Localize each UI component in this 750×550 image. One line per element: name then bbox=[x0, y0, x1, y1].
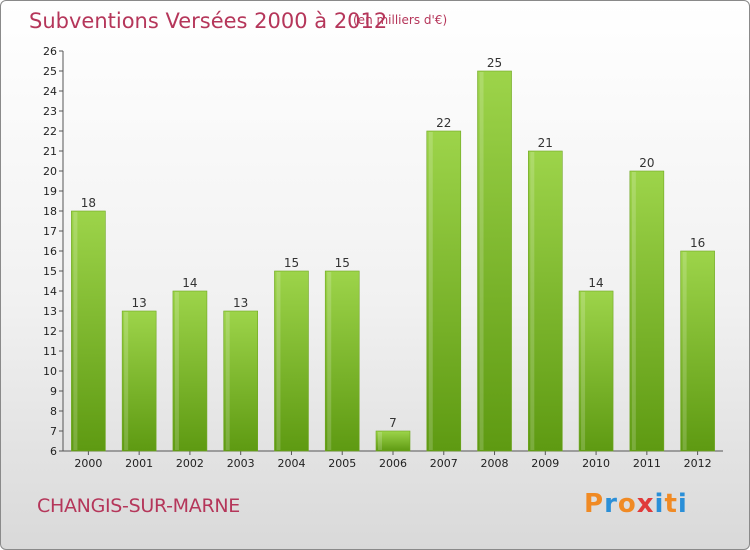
data-label: 13 bbox=[132, 296, 147, 310]
bar-highlight-2003 bbox=[225, 312, 230, 450]
bar-2006 bbox=[375, 430, 411, 452]
x-tick-label: 2011 bbox=[633, 457, 661, 470]
bar-highlight-2007 bbox=[428, 132, 433, 450]
data-label: 16 bbox=[690, 236, 705, 250]
y-tick-label: 11 bbox=[43, 345, 57, 358]
data-label: 18 bbox=[81, 196, 96, 210]
x-tick-label: 2003 bbox=[227, 457, 255, 470]
bar-2002 bbox=[172, 290, 208, 452]
bar-highlight-2004 bbox=[276, 272, 281, 450]
y-tick-label: 6 bbox=[50, 445, 57, 458]
x-tick-label: 2009 bbox=[531, 457, 559, 470]
y-tick-label: 13 bbox=[43, 305, 57, 318]
x-tick-label: 2012 bbox=[684, 457, 712, 470]
bar-2001 bbox=[121, 310, 157, 452]
logo-letter: x bbox=[636, 489, 655, 519]
y-tick-label: 21 bbox=[43, 145, 57, 158]
data-label: 15 bbox=[284, 256, 299, 270]
logo-letter: o bbox=[617, 489, 637, 519]
logo-letter: r bbox=[604, 489, 618, 519]
data-label: 13 bbox=[233, 296, 248, 310]
data-label: 15 bbox=[335, 256, 350, 270]
y-tick-label: 24 bbox=[43, 85, 57, 98]
y-tick-label: 10 bbox=[43, 365, 57, 378]
bar-2003 bbox=[223, 310, 258, 452]
bar-highlight-2006 bbox=[378, 432, 382, 450]
bar-2008 bbox=[477, 70, 512, 452]
bar-2005 bbox=[324, 270, 360, 452]
bar-highlight-2009 bbox=[530, 152, 535, 450]
logo-letter: i bbox=[654, 489, 665, 519]
x-tick-label: 2002 bbox=[176, 457, 204, 470]
bar-highlight-2001 bbox=[124, 312, 129, 450]
y-tick-label: 12 bbox=[43, 325, 57, 338]
data-label: 14 bbox=[588, 276, 603, 290]
logo-letter: t bbox=[664, 489, 678, 519]
bar-highlight-2005 bbox=[327, 272, 332, 450]
y-tick-label: 26 bbox=[43, 45, 57, 58]
y-tick-label: 25 bbox=[43, 65, 57, 78]
x-tick-label: 2006 bbox=[379, 457, 407, 470]
bar-2007 bbox=[426, 130, 462, 452]
y-tick-label: 17 bbox=[43, 225, 57, 238]
x-tick-label: 2001 bbox=[125, 457, 153, 470]
commune-name: CHANGIS-SUR-MARNE bbox=[37, 495, 240, 517]
bar-2011 bbox=[629, 170, 665, 452]
bar-highlight-2000 bbox=[73, 212, 78, 450]
y-tick-label: 23 bbox=[43, 105, 57, 118]
bar-2010 bbox=[578, 290, 614, 452]
bar-2004 bbox=[274, 270, 309, 452]
x-tick-label: 2005 bbox=[328, 457, 356, 470]
x-tick-label: 2000 bbox=[74, 457, 102, 470]
bar-2009 bbox=[528, 150, 563, 452]
x-tick-label: 2007 bbox=[430, 457, 458, 470]
y-tick-label: 20 bbox=[43, 165, 57, 178]
chart-title: Subventions Versées 2000 à 2012 bbox=[29, 9, 388, 33]
bar-highlight-2002 bbox=[174, 292, 179, 450]
y-tick-label: 22 bbox=[43, 125, 57, 138]
data-label: 14 bbox=[182, 276, 197, 290]
logo-letter: i bbox=[677, 489, 688, 519]
x-tick-label: 2004 bbox=[277, 457, 305, 470]
bar-2000 bbox=[71, 210, 106, 452]
y-tick-label: 16 bbox=[43, 245, 57, 258]
y-tick-label: 19 bbox=[43, 185, 57, 198]
y-tick-label: 14 bbox=[43, 285, 57, 298]
bar-2012 bbox=[680, 250, 715, 452]
data-label: 7 bbox=[389, 416, 397, 430]
bar-highlight-2012 bbox=[682, 252, 687, 450]
x-tick-label: 2010 bbox=[582, 457, 610, 470]
y-tick-label: 7 bbox=[50, 425, 57, 438]
y-tick-label: 18 bbox=[43, 205, 57, 218]
y-tick-label: 9 bbox=[50, 385, 57, 398]
data-label: 25 bbox=[487, 56, 502, 70]
bar-highlight-2011 bbox=[631, 172, 636, 450]
bar-highlight-2008 bbox=[479, 72, 484, 450]
x-tick-label: 2008 bbox=[481, 457, 509, 470]
y-tick-label: 8 bbox=[50, 405, 57, 418]
data-label: 21 bbox=[538, 136, 553, 150]
logo-letter: P bbox=[584, 489, 605, 519]
bar-highlight-2010 bbox=[581, 292, 586, 450]
y-tick-label: 15 bbox=[43, 265, 57, 278]
data-label: 20 bbox=[639, 156, 654, 170]
chart-unit: (en milliers d'€) bbox=[353, 13, 448, 27]
data-label: 22 bbox=[436, 116, 451, 130]
proxiti-logo[interactable]: Proxiti bbox=[584, 489, 688, 519]
